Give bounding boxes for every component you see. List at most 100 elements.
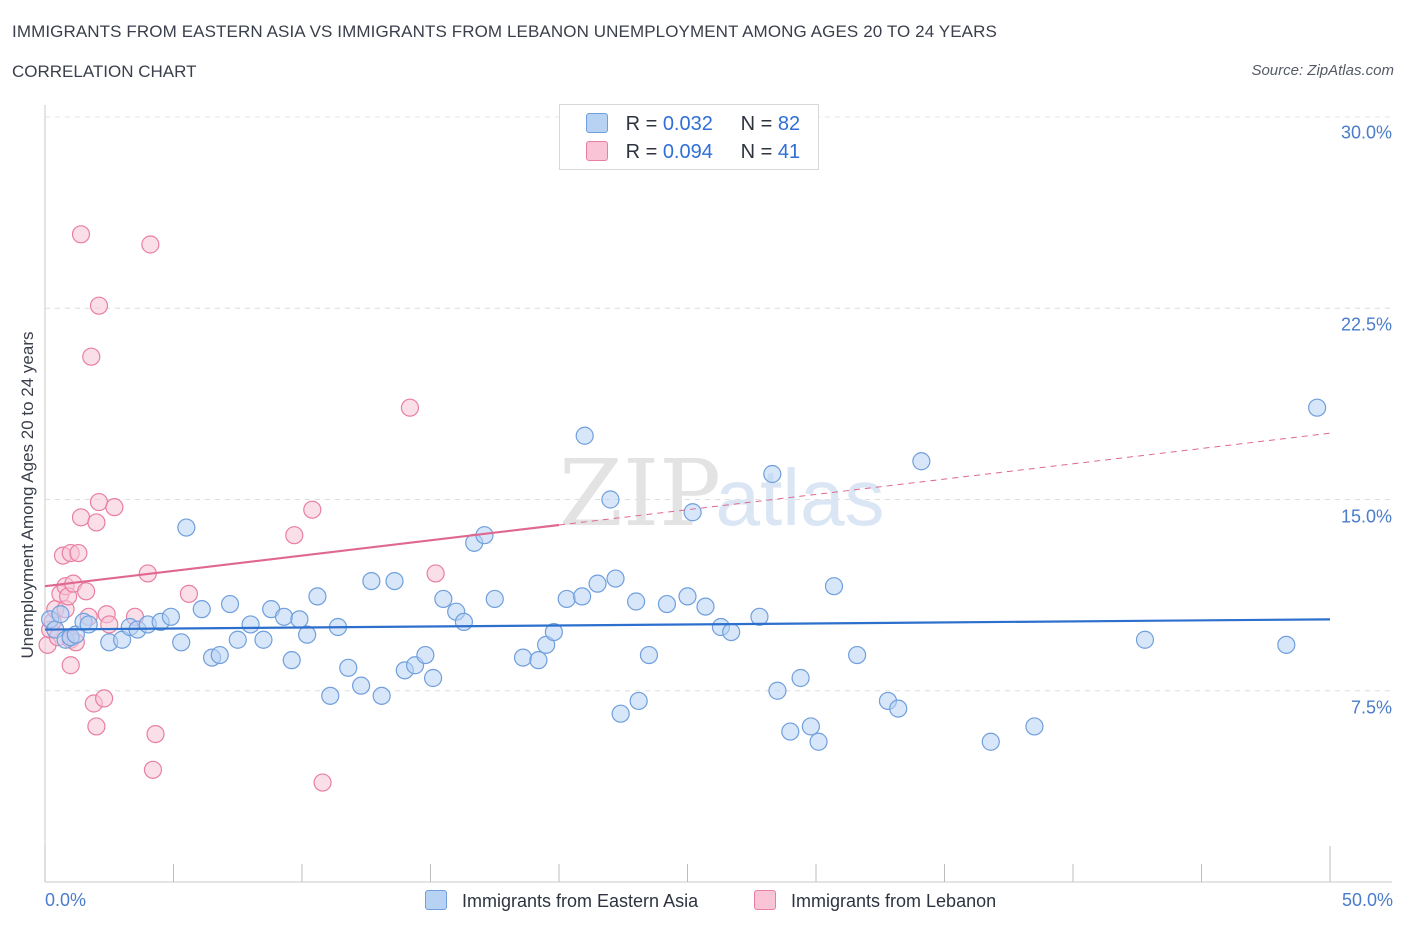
eastern-asia-point [352, 676, 371, 695]
y-tick-15: 15.0% [1340, 506, 1392, 527]
lebanon-point [89, 492, 109, 512]
eastern-asia-point [321, 686, 340, 705]
watermark-zip: ZIP [559, 440, 721, 547]
eastern-asia-point [657, 594, 677, 614]
eastern-asia-point [434, 589, 453, 609]
eastern-asia-point [423, 668, 443, 688]
eastern-asia-point [372, 686, 391, 705]
legend-label-eastern-asia: Immigrants from Eastern Asia [462, 891, 699, 911]
lebanon-point [89, 296, 109, 315]
eastern-asia-point [763, 464, 782, 484]
eastern-asia-point [79, 615, 98, 634]
lebanon-point [100, 615, 119, 634]
trend-lines [44, 432, 1331, 631]
legend-label-lebanon: Immigrants from Lebanon [791, 891, 997, 911]
lebanon-point [61, 656, 80, 675]
source-label: Source: ZipAtlas.com [1251, 62, 1394, 79]
lebanon-point [143, 760, 163, 779]
lebanon-point [71, 508, 91, 527]
lebanon-trend-extension [558, 432, 1331, 526]
eastern-asia-point [544, 622, 563, 642]
chart-title: IMMIGRANTS FROM EASTERN ASIA VS IMMIGRAN… [12, 22, 997, 41]
eastern-asia-point [626, 592, 646, 611]
lebanon-trend-line [44, 523, 560, 588]
lebanon-point [146, 724, 165, 744]
stats-row-eastern-asia: R = 0.032 N = 82 [586, 113, 800, 137]
r-value-lebanon: 0.094 [662, 141, 713, 163]
r-label: R = [625, 113, 658, 135]
axes [44, 105, 1392, 883]
stats-row-lebanon: R = 0.094 N = 41 [586, 141, 800, 165]
pink-swatch [586, 141, 608, 161]
lebanon-point [69, 543, 88, 563]
eastern-asia-point [629, 691, 648, 711]
eastern-asia-point [750, 607, 769, 626]
eastern-asia-point [485, 589, 504, 609]
r-value-eastern-asia: 0.032 [662, 113, 713, 135]
eastern-asia-point [254, 630, 273, 649]
eastern-asia-point [513, 648, 533, 667]
eastern-asia-point [385, 571, 404, 591]
eastern-asia-point [678, 587, 697, 606]
blue-swatch [425, 890, 447, 910]
eastern-asia-point [912, 452, 931, 471]
eastern-asia-point [290, 610, 309, 629]
eastern-asia-point [274, 607, 294, 626]
legend-item-eastern-asia: Immigrants from Eastern Asia [425, 890, 698, 912]
y-tick-30: 30.0% [1340, 122, 1392, 143]
eastern-asia-point [801, 717, 820, 736]
lebanon-point [87, 717, 106, 736]
eastern-asia-point [339, 658, 358, 677]
eastern-asia-point [51, 605, 70, 624]
n-value-eastern-asia: 82 [777, 113, 801, 135]
x-tick-50: 50.0% [1341, 890, 1393, 910]
lebanon-point [285, 526, 304, 545]
lebanon-point [87, 513, 106, 532]
eastern-asia-point [781, 722, 800, 741]
eastern-asia-point [454, 612, 474, 632]
x-tick-0: 0.0% [45, 890, 87, 910]
eastern-asia-point [981, 732, 1000, 751]
eastern-asia-point [611, 704, 630, 723]
eastern-asia-point [362, 571, 381, 591]
lebanon-point [141, 235, 160, 254]
eastern-asia-point [575, 426, 594, 445]
eastern-asia-point [161, 607, 181, 626]
watermark-atlas: atlas [716, 453, 885, 542]
eastern-asia-point [683, 503, 702, 522]
eastern-asia-point [282, 651, 301, 670]
series-eastern-asia-points [41, 398, 1327, 751]
lebanon-point [303, 500, 322, 519]
lebanon-point [105, 498, 124, 517]
eastern-asia-point [696, 597, 715, 616]
eastern-asia-point [1135, 630, 1155, 649]
lebanon-point [77, 582, 96, 601]
eastern-asia-point [639, 645, 659, 665]
eastern-asia-point [809, 732, 828, 751]
lebanon-point [179, 584, 199, 603]
eastern-asia-point [416, 645, 435, 665]
legend-item-lebanon: Immigrants from Lebanon [754, 890, 996, 912]
chart-subtitle: CORRELATION CHART [12, 62, 197, 81]
pink-swatch [754, 890, 776, 910]
eastern-asia-point [768, 681, 787, 700]
eastern-asia-point [557, 589, 576, 609]
eastern-asia-point [722, 622, 741, 642]
eastern-asia-point [298, 625, 317, 644]
eastern-asia-point [889, 699, 908, 718]
series-lebanon-points [38, 225, 445, 792]
y-tick-7-5: 7.5% [1350, 697, 1392, 718]
eastern-asia-trend-line [44, 618, 1331, 631]
eastern-asia-point [177, 518, 196, 537]
eastern-asia-point [848, 645, 867, 665]
stats-legend: R = 0.032 N = 82 R = 0.094 N = 41 [559, 104, 819, 170]
eastern-asia-point [241, 615, 260, 634]
n-label: N = [740, 113, 773, 135]
blue-swatch [586, 113, 608, 133]
eastern-asia-point [1308, 398, 1327, 417]
eastern-asia-point [529, 651, 548, 670]
gridlines [45, 116, 1392, 692]
eastern-asia-point [172, 633, 191, 652]
n-value-lebanon: 41 [777, 141, 801, 163]
lebanon-point [426, 564, 445, 583]
